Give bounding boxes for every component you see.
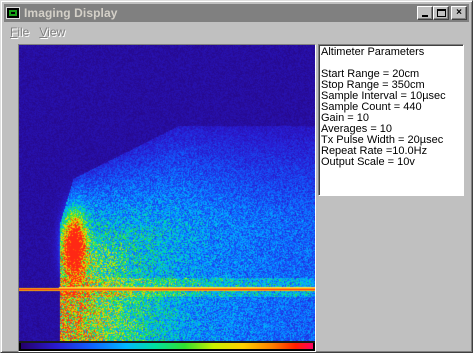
- param-stop-range: Stop Range = 350cm: [321, 79, 425, 91]
- minimize-button[interactable]: [417, 6, 433, 20]
- param-output-scale: Output Scale = 10v: [321, 156, 415, 168]
- altimeter-parameters-panel: Altimeter Parameters Start Range = 20cm …: [318, 44, 464, 196]
- minimize-icon: [422, 15, 428, 17]
- param-repeat-rate: Repeat Rate =10.0Hz: [321, 145, 428, 157]
- param-sample-interval: Sample Interval = 10µsec: [321, 90, 446, 102]
- menu-bar: File View: [4, 23, 469, 41]
- params-heading: Altimeter Parameters: [321, 46, 425, 58]
- window-title: Imaging Display: [24, 6, 118, 20]
- maximize-button[interactable]: [433, 6, 449, 20]
- sonar-image-canvas[interactable]: [19, 45, 315, 341]
- menu-view-label: iew: [47, 25, 66, 39]
- colorbar-separator: [19, 341, 315, 343]
- app-icon[interactable]: [6, 7, 20, 19]
- close-button[interactable]: ×: [451, 6, 467, 20]
- maximize-icon: [436, 9, 446, 17]
- caption-buttons: ×: [417, 6, 467, 20]
- close-icon: ×: [456, 7, 462, 18]
- param-start-range: Start Range = 20cm: [321, 68, 420, 80]
- menu-view[interactable]: View: [39, 25, 65, 39]
- menu-file[interactable]: File: [10, 25, 29, 39]
- param-sample-count: Sample Count = 440: [321, 101, 422, 113]
- title-bar[interactable]: Imaging Display ×: [4, 4, 469, 22]
- param-averages: Averages = 10: [321, 123, 393, 135]
- param-tx-pulse-width: Tx Pulse Width = 20µsec: [321, 134, 444, 146]
- menu-view-mnemonic: V: [39, 25, 48, 39]
- menu-file-label: ile: [17, 25, 30, 39]
- param-gain: Gain = 10: [321, 112, 370, 124]
- color-scale-bar: [21, 343, 313, 349]
- menu-file-mnemonic: F: [10, 25, 18, 39]
- imaging-display-panel[interactable]: [18, 44, 316, 352]
